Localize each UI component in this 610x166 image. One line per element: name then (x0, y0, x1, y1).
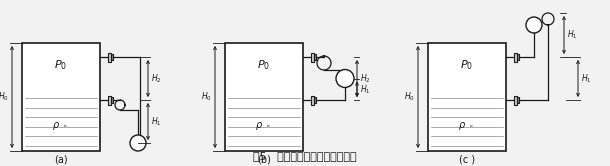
Bar (514, 95, 517, 105)
Text: $\rho$: $\rho$ (458, 120, 466, 132)
Circle shape (526, 17, 542, 33)
Text: $_{液}$: $_{液}$ (469, 123, 473, 129)
Text: $H_0$: $H_0$ (0, 91, 9, 103)
Text: $H_0$: $H_0$ (201, 91, 212, 103)
Text: $H_1$: $H_1$ (581, 72, 592, 85)
Text: $\rho$: $\rho$ (52, 120, 60, 132)
Bar (225, 43, 303, 151)
Text: $H_1$: $H_1$ (151, 115, 162, 128)
Text: $P_0$: $P_0$ (461, 58, 473, 72)
Text: $\rho$: $\rho$ (255, 120, 263, 132)
Bar (428, 43, 506, 151)
Text: $H_1$: $H_1$ (360, 83, 371, 95)
Text: (a): (a) (54, 155, 68, 165)
Text: $_{液}$: $_{液}$ (63, 123, 68, 129)
Bar (226, 96, 301, 150)
Bar (314, 54, 316, 60)
Bar (311, 52, 314, 61)
Circle shape (130, 135, 146, 151)
Bar (108, 52, 110, 61)
Text: (b): (b) (257, 155, 271, 165)
Bar (429, 96, 504, 150)
Circle shape (336, 70, 354, 87)
Text: $H_2$: $H_2$ (360, 72, 371, 85)
Text: (c ): (c ) (459, 155, 475, 165)
Bar (24, 96, 98, 150)
Bar (110, 97, 113, 103)
Bar (517, 97, 519, 103)
Bar (311, 95, 314, 105)
Text: $P_0$: $P_0$ (54, 58, 68, 72)
Text: $P_0$: $P_0$ (257, 58, 271, 72)
Bar (108, 95, 110, 105)
Text: $H_0$: $H_0$ (404, 91, 415, 103)
Bar (110, 54, 113, 60)
Bar (517, 54, 519, 60)
Bar (314, 97, 316, 103)
Text: $H_1$: $H_1$ (567, 29, 578, 41)
Bar (514, 52, 517, 61)
Bar (22, 43, 100, 151)
Text: $_{液}$: $_{液}$ (266, 123, 271, 129)
Text: $H_2$: $H_2$ (151, 72, 162, 85)
Text: 图5   双法兰差压变送器安装位置: 图5 双法兰差压变送器安装位置 (253, 151, 357, 161)
